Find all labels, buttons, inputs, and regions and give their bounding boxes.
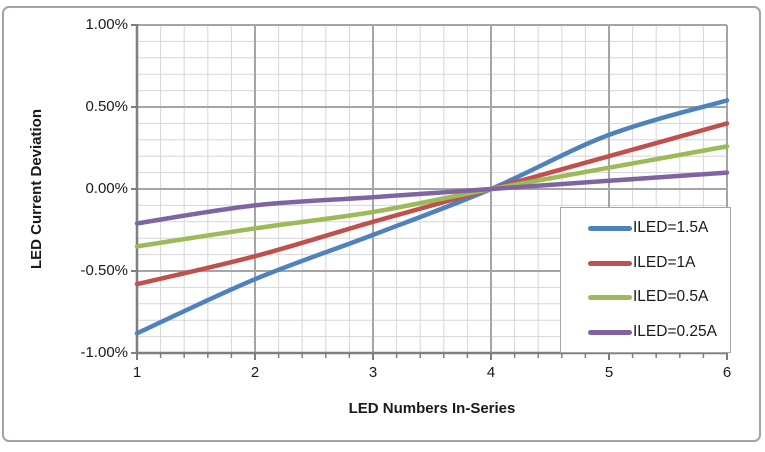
x-tick-label-6: 6 (722, 364, 732, 381)
y-tick-label-m0p50: -0.50% (80, 262, 128, 279)
legend-swatch-iled-0p25a (588, 329, 632, 335)
legend-entry-iled-0p25a: ILED=0.25A (561, 322, 730, 342)
legend-swatch-iled-1p5a (588, 225, 632, 231)
x-axis-title: LED Numbers In-Series (348, 400, 516, 417)
legend-label-iled-0p25a: ILED=0.25A (633, 323, 718, 340)
legend-label-iled-1a: ILED=1A (633, 254, 696, 271)
y-tick-label-0p50: 0.50% (85, 98, 128, 115)
legend-swatch-iled-0p5a (588, 294, 632, 300)
x-tick-label-1: 1 (132, 364, 142, 381)
series-line-iled-0-5a (134, 144, 730, 249)
series-line-iled-1a (134, 121, 730, 287)
x-tick-label-2: 2 (250, 364, 260, 381)
y-tick-label-0p00: 0.00% (85, 180, 128, 197)
legend: ILED=1.5A ILED=1A ILED=0.5A ILED=0.25A (560, 207, 731, 353)
legend-label-iled-1p5a: ILED=1.5A (633, 219, 709, 236)
series-line-iled-1-5a (134, 98, 730, 336)
legend-entry-iled-0p5a: ILED=0.5A (561, 287, 730, 307)
y-tick-label-m1p00: -1.00% (80, 344, 128, 361)
y-tick-label-1p00: 1.00% (85, 16, 128, 33)
x-tick-label-4: 4 (486, 364, 496, 381)
legend-entry-iled-1a: ILED=1A (561, 253, 730, 273)
legend-entry-iled-1p5a: ILED=1.5A (561, 218, 730, 238)
legend-swatch-iled-1a (588, 260, 632, 266)
y-axis-title: LED Current Deviation (28, 108, 45, 270)
x-tick-label-3: 3 (368, 364, 378, 381)
series-line-iled-0-25a (134, 170, 730, 226)
legend-label-iled-0p5a: ILED=0.5A (633, 288, 709, 305)
x-tick-label-5: 5 (604, 364, 614, 381)
